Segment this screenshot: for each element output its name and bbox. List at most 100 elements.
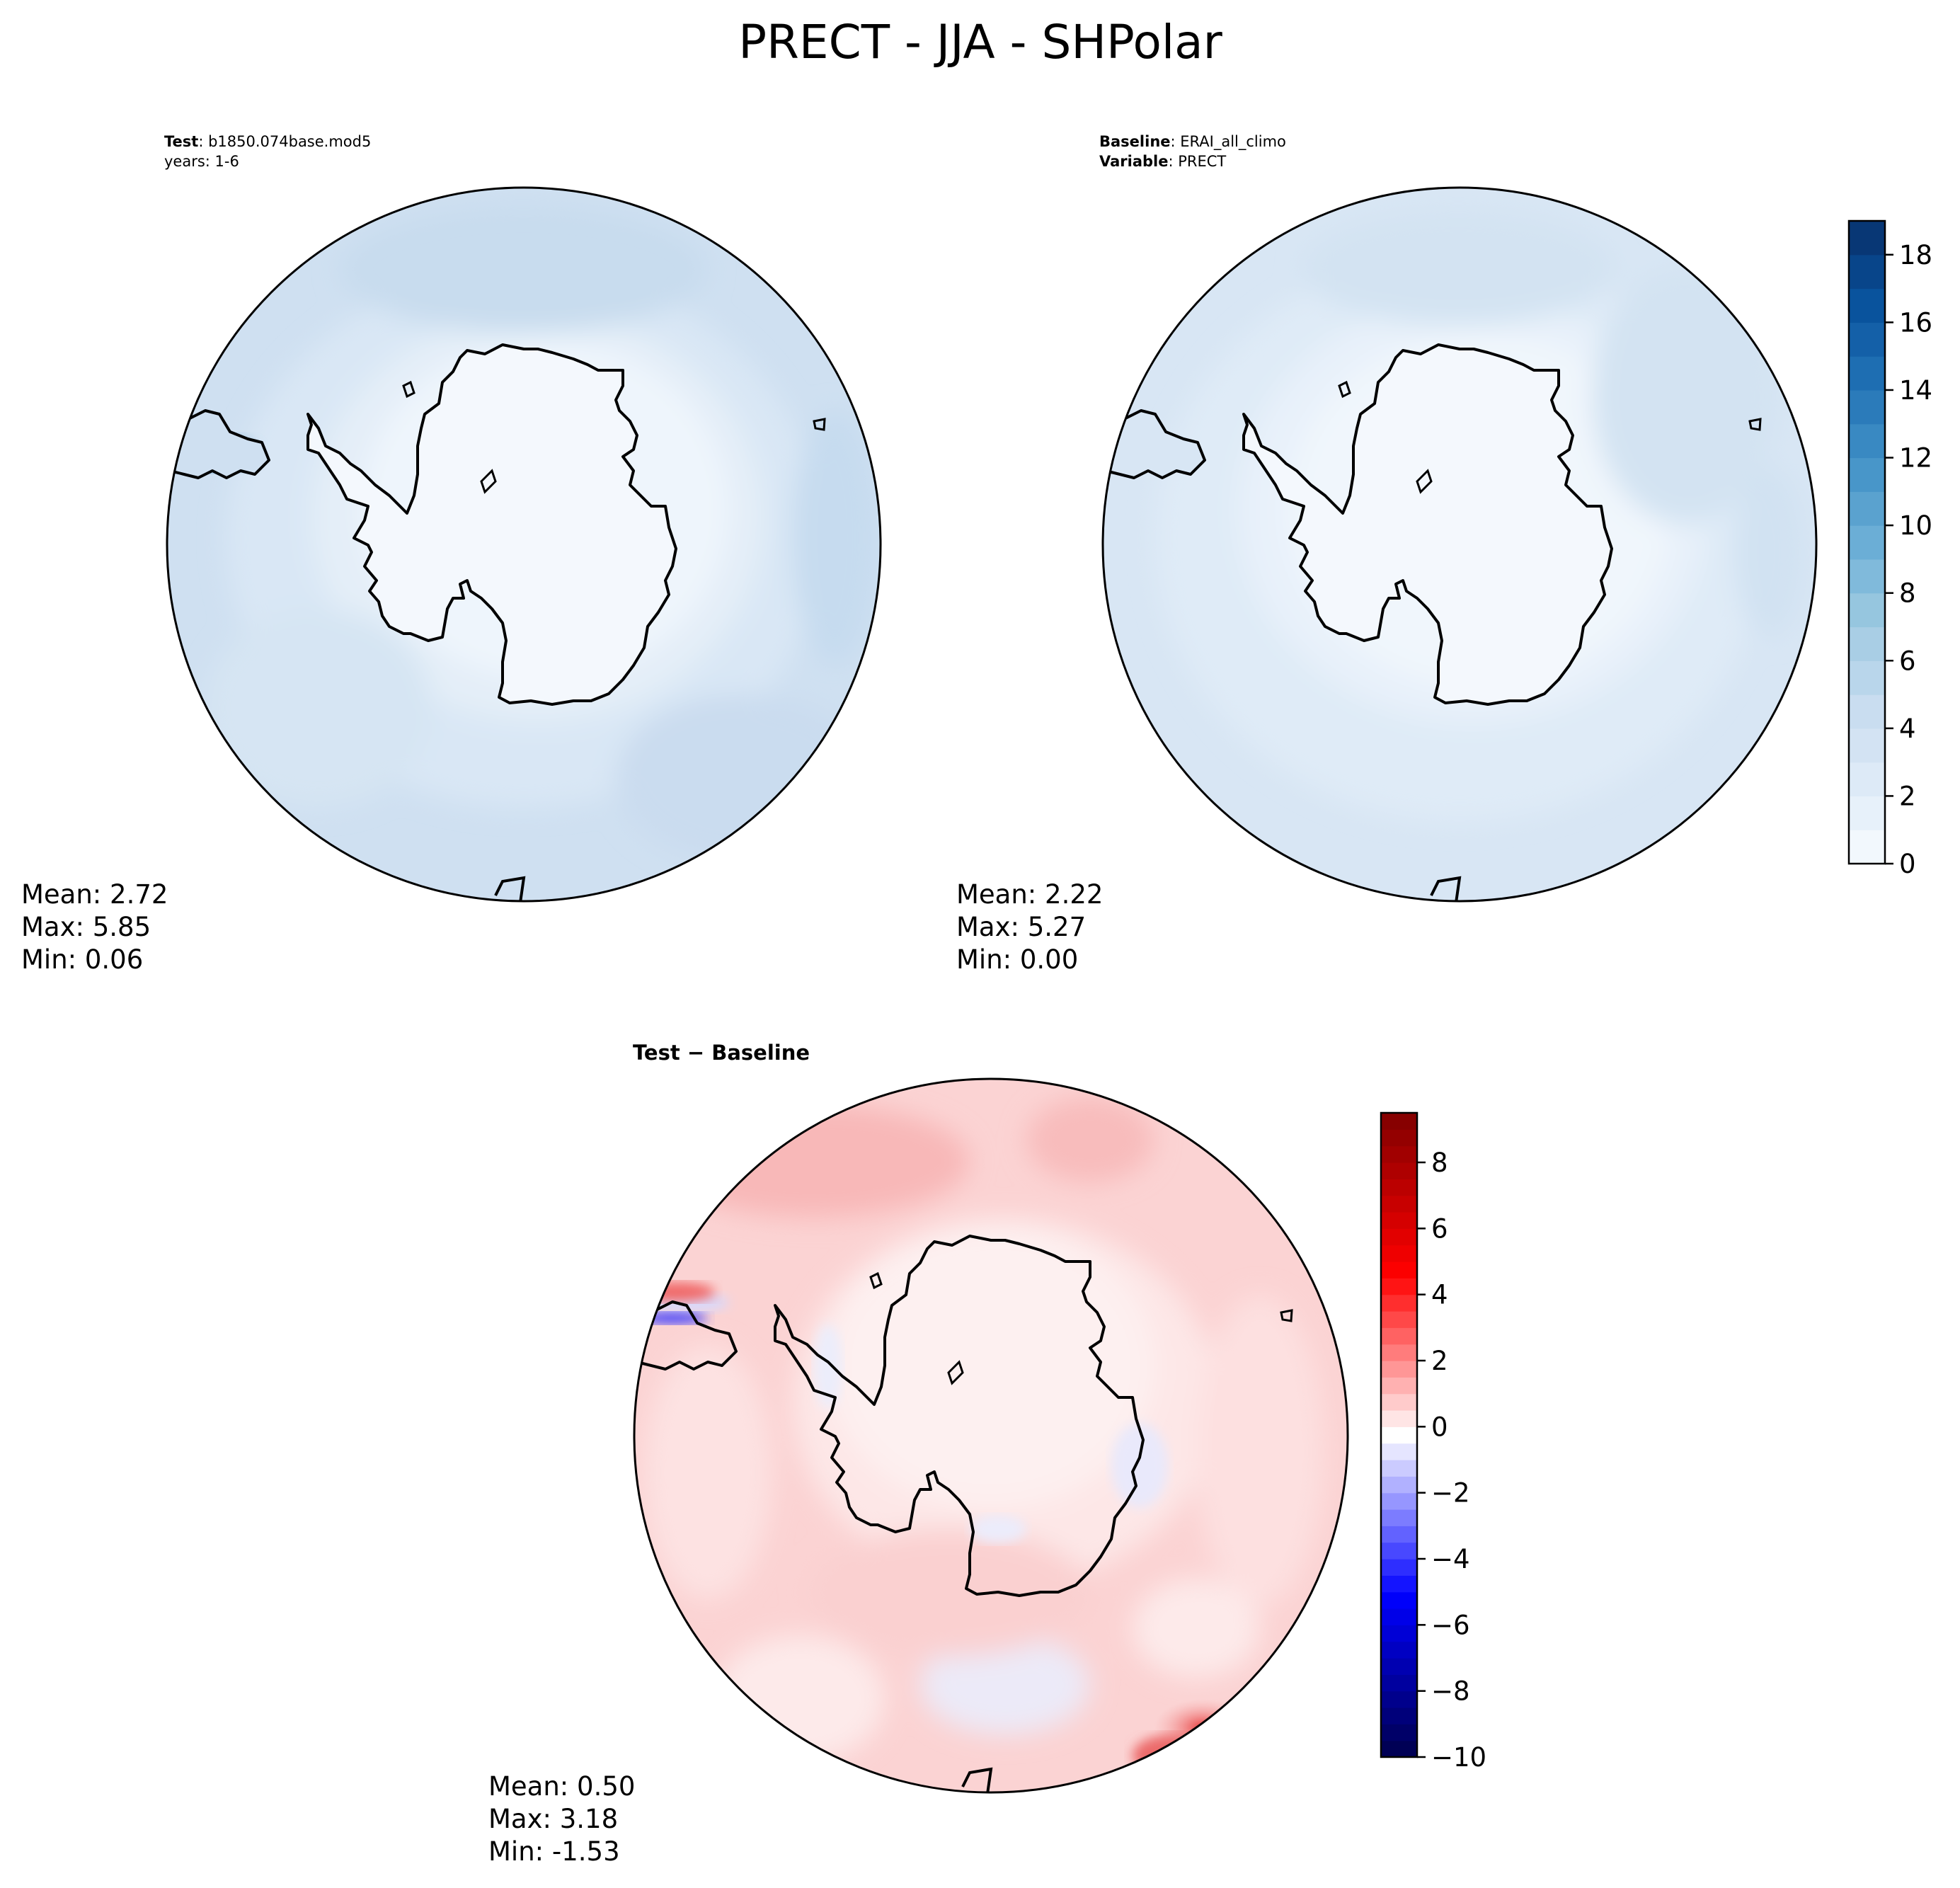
baseline-colorbar: 0 2 4 6 8 10 12 14 16 18 <box>1847 219 1932 879</box>
diff-colorbar-level-band <box>1381 1426 1417 1444</box>
diff-colorbar-level-band <box>1381 1608 1417 1625</box>
baseline-colorbar-level-band <box>1849 491 1885 526</box>
baseline-colorbar-level-band <box>1849 221 1885 256</box>
baseline-colorbar-level-band <box>1849 762 1885 797</box>
baseline-colorbar-level-band <box>1849 593 1885 628</box>
panel-difference: Test − Baseline <box>488 1041 1486 1867</box>
baseline-colorbar-level-band <box>1849 356 1885 391</box>
baseline-colorbar-tick-label: 0 <box>1899 849 1916 879</box>
baseline-colorbar-tick-label: 12 <box>1899 443 1932 474</box>
diff-colorbar-level-band <box>1381 1195 1417 1213</box>
baseline-colorbar-level-band <box>1849 728 1885 763</box>
baseline-header-line-2: Variable: PRECT <box>1099 153 1226 170</box>
diff-colorbar-level-band <box>1381 1145 1417 1163</box>
diff-colorbar-tick-label: 6 <box>1431 1213 1448 1244</box>
panel-test: Test: b1850.074base.mod5 years: 1-6 <box>21 133 882 975</box>
diff-colorbar-level-band <box>1381 1492 1417 1510</box>
diff-colorbar-level-band <box>1381 1559 1417 1576</box>
figure-title: PRECT - JJA - SHPolar <box>738 15 1222 69</box>
diff-colorbar-level-band <box>1381 1162 1417 1179</box>
diff-colorbar-level-band <box>1381 1327 1417 1345</box>
diff-colorbar-level-band <box>1381 1690 1417 1708</box>
baseline-header-label: Baseline <box>1099 133 1171 150</box>
variable-header-label: Variable <box>1099 153 1168 170</box>
diff-colorbar-level-band <box>1381 1625 1417 1642</box>
baseline-map <box>1103 188 1816 901</box>
test-header-label: Test <box>164 133 198 150</box>
diff-colorbar-level-band <box>1381 1641 1417 1659</box>
baseline-map-boundary <box>1101 186 1818 903</box>
diff-colorbar-level-band <box>1381 1377 1417 1395</box>
diff-stat-max: Max: 3.18 <box>488 1804 618 1834</box>
diff-colorbar-level-band <box>1381 1509 1417 1526</box>
diff-colorbar-level-band <box>1381 1542 1417 1560</box>
baseline-colorbar-level-band <box>1849 423 1885 459</box>
diff-colorbar-tick-label: −6 <box>1431 1610 1470 1640</box>
diff-stat-mean: Mean: 0.50 <box>488 1771 635 1802</box>
diff-colorbar-level-band <box>1381 1476 1417 1494</box>
diff-colorbar: −10 −8 −6 −4 −2 0 2 4 6 8 <box>1380 1111 1486 1773</box>
diff-header: Test − Baseline <box>633 1041 810 1065</box>
diff-colorbar-level-band <box>1381 1740 1417 1758</box>
diff-colorbar-level-band <box>1381 1443 1417 1460</box>
diff-colorbar-tick-label: −8 <box>1431 1676 1470 1707</box>
baseline-colorbar-level-band <box>1849 627 1885 661</box>
diff-colorbar-level-band <box>1381 1393 1417 1411</box>
diff-colorbar-level-band <box>1381 1212 1417 1229</box>
variable-header-value: : PRECT <box>1168 153 1226 170</box>
baseline-colorbar-level-band <box>1849 389 1885 425</box>
diff-colorbar-level-band <box>1381 1410 1417 1427</box>
baseline-colorbar-level-band <box>1849 694 1885 729</box>
diff-map <box>634 1079 1348 1792</box>
baseline-colorbar-level-band <box>1849 254 1885 290</box>
diff-colorbar-frame <box>1380 1111 1419 1758</box>
baseline-colorbar-tick-label: 16 <box>1899 307 1932 338</box>
diff-colorbar-level-band <box>1381 1460 1417 1477</box>
diff-colorbar-level-band <box>1381 1294 1417 1312</box>
test-header-line-2: years: 1-6 <box>164 153 239 170</box>
diff-colorbar-tick-label: 4 <box>1431 1280 1448 1310</box>
diff-colorbar-tick-label: −4 <box>1431 1544 1470 1574</box>
diff-colorbar-level-band <box>1381 1361 1417 1378</box>
baseline-colorbar-level-band <box>1849 457 1885 492</box>
diff-colorbar-level-band <box>1381 1311 1417 1328</box>
diff-colorbar-tick-label: 2 <box>1431 1346 1448 1376</box>
diff-colorbar-tick-label: 0 <box>1431 1412 1448 1442</box>
diff-colorbar-level-band <box>1381 1526 1417 1543</box>
baseline-colorbar-tick-label: 4 <box>1899 714 1916 744</box>
diff-colorbar-level-band <box>1381 1228 1417 1246</box>
diff-colorbar-level-band <box>1381 1591 1417 1609</box>
baseline-stat-mean: Mean: 2.22 <box>956 879 1103 910</box>
test-header-line-1: Test: b1850.074base.mod5 <box>164 133 371 150</box>
baseline-header-value: : ERAI_all_climo <box>1171 133 1286 151</box>
baseline-colorbar-tick-label: 2 <box>1899 781 1916 811</box>
diff-colorbar-level-band <box>1381 1129 1417 1147</box>
diff-colorbar-tick-label: −10 <box>1431 1742 1486 1773</box>
baseline-colorbar-tick-label: 18 <box>1899 240 1932 270</box>
test-header-value: : b1850.074base.mod5 <box>198 133 371 150</box>
diff-stat-min: Min: -1.53 <box>488 1836 620 1867</box>
diff-colorbar-level-band <box>1381 1179 1417 1196</box>
test-stat-min: Min: 0.06 <box>21 944 143 975</box>
test-stat-mean: Mean: 2.72 <box>21 879 168 910</box>
diff-colorbar-tick-label: 8 <box>1431 1148 1448 1178</box>
baseline-colorbar-level-band <box>1849 796 1885 830</box>
baseline-colorbar-level-band <box>1849 525 1885 560</box>
diff-map-boundary <box>633 1077 1349 1794</box>
diff-colorbar-tick-label: −2 <box>1431 1478 1470 1509</box>
diff-colorbar-level-band <box>1381 1724 1417 1741</box>
baseline-stat-max: Max: 5.27 <box>956 912 1086 942</box>
diff-colorbar-level-band <box>1381 1261 1417 1278</box>
diff-colorbar-level-band <box>1381 1245 1417 1262</box>
baseline-colorbar-level-band <box>1849 660 1885 695</box>
diff-colorbar-level-band <box>1381 1707 1417 1724</box>
baseline-colorbar-frame <box>1847 219 1886 865</box>
baseline-colorbar-level-band <box>1849 322 1885 357</box>
test-map <box>167 188 881 901</box>
baseline-colorbar-level-band <box>1849 830 1885 864</box>
diff-colorbar-level-band <box>1381 1658 1417 1675</box>
baseline-colorbar-tick-label: 8 <box>1899 578 1916 609</box>
baseline-colorbar-level-band <box>1849 288 1885 323</box>
baseline-colorbar-tick-label: 10 <box>1899 510 1932 541</box>
